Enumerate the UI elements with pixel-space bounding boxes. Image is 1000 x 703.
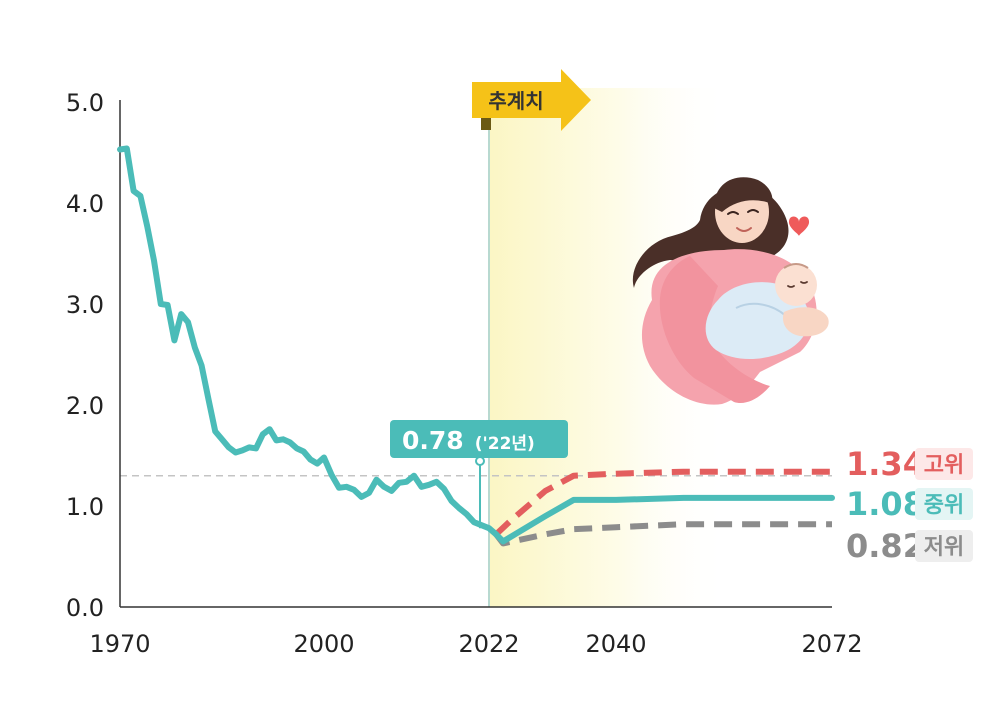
y-tick-label: 4.0 [66,190,104,218]
callout-value: 0.78 [402,426,464,455]
end-value-label: 1.34 [846,445,925,483]
end-name-badge [915,530,973,562]
baby-head [775,264,817,306]
x-tick-label: 2000 [293,630,354,658]
y-tick-label: 2.0 [66,392,104,420]
mother-hand [782,307,829,337]
mother-bangs [714,177,773,212]
mother-arm-left [659,256,770,404]
baby-eyes [787,281,808,288]
callout: 0.78 ('22년) [390,420,568,529]
end-name-badge [915,488,973,520]
end-name-label: 저위 [924,535,964,560]
mother-smile [736,227,752,232]
callout-box [390,420,568,458]
y-tick-label: 3.0 [66,291,104,319]
callout-dot [475,456,485,466]
heart-icon [788,216,810,236]
end-name-label: 고위 [924,453,964,478]
mother-eyes [727,209,759,215]
y-tick-label: 5.0 [66,89,104,117]
baby-blanket-fold [735,302,787,317]
end-name-label: 중위 [924,493,964,518]
series-line-1 [494,468,832,537]
x-tick-label: 2072 [801,630,862,658]
end-value-label: 1.08 [846,485,925,523]
y-tick-label: 1.0 [66,493,104,521]
projection-banner: 추계치 [472,69,591,131]
x-tick-label: 2040 [585,630,646,658]
svg-text:0.78 ('22년): 0.78 ('22년) [402,426,535,455]
end-value-label: 0.82 [846,527,925,565]
mother-baby-illustration [632,177,829,405]
baby-hair [783,263,809,269]
end-name-badge [915,448,973,480]
x-tick-label: 1970 [89,630,150,658]
series-line-observed [117,145,500,538]
series-line-2 [493,494,835,545]
x-tick-label: 2022 [458,630,519,658]
y-tick-label: 0.0 [66,594,104,622]
projection-label: 추계치 [488,89,543,113]
callout-suffix: ('22년) [475,434,535,454]
